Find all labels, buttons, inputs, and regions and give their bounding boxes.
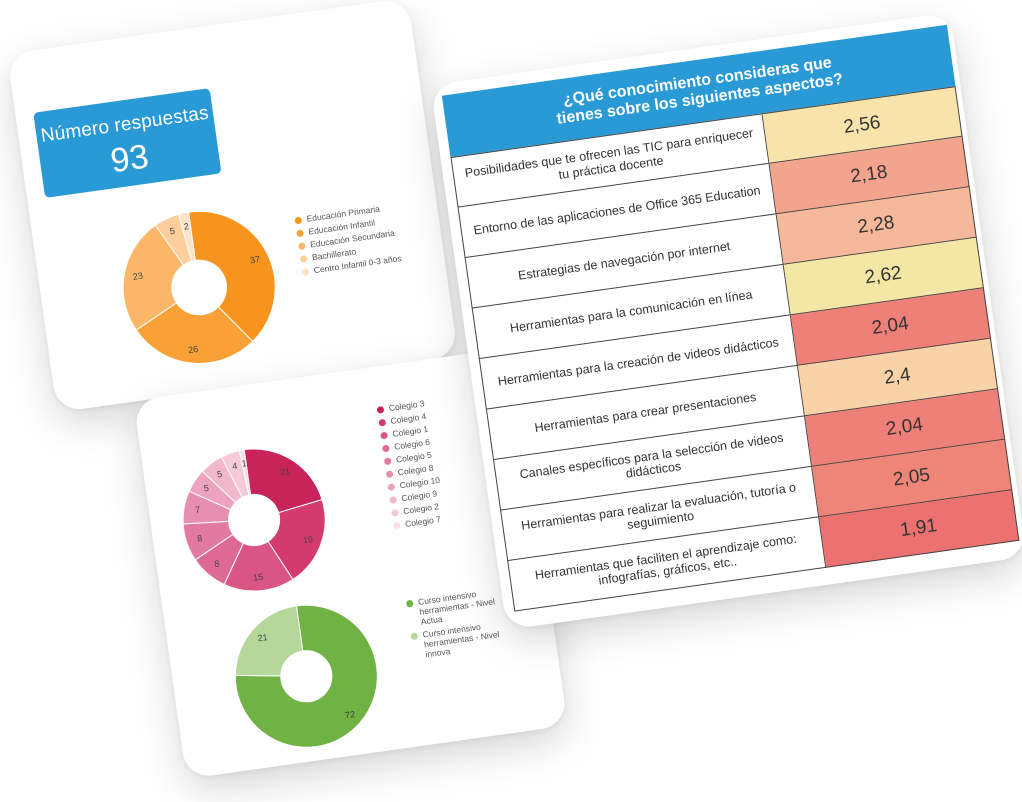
legend-swatch [380, 431, 388, 440]
slice-value-label: 5 [216, 469, 222, 480]
slice-value-label: 5 [169, 226, 175, 237]
slice-value-label: 23 [132, 271, 143, 282]
legend-swatch [390, 508, 399, 517]
legend-swatch [376, 405, 385, 414]
slice-value-label: 21 [257, 632, 268, 643]
responses-card: Número respuestas 93 37 26 23 5 2 Educación … [6, 0, 459, 413]
slice-curso-intensivo-herramientas-nivel-innova [234, 605, 304, 677]
slice-value-label: 21 [279, 466, 290, 477]
legend-swatch [405, 599, 414, 608]
legend-swatch [301, 267, 310, 276]
schools-legend: Colegio 3 Colegio 4 Colegio 1 Colegio 6 Cole… [376, 398, 446, 534]
legend-swatch [381, 444, 390, 452]
slice-value-label: 8 [214, 558, 220, 569]
slice-value-label: 26 [187, 344, 198, 355]
slice-colegio-7 [238, 449, 252, 496]
slice-value-label: 72 [344, 709, 355, 720]
legend-swatch [299, 254, 308, 263]
courses-donut-chart: 72 21 [234, 604, 378, 748]
level-legend: Educación Primaria Educación Infantil Educ… [294, 202, 402, 280]
slice-centro-infantil-0-3-a-os [177, 211, 196, 262]
slice-value-label: 8 [197, 533, 203, 544]
slice-educaci-n-secundaria [122, 224, 185, 331]
level-donut-chart: 37 26 23 5 2 [122, 211, 276, 364]
slice-value-label: 37 [249, 254, 260, 265]
legend-swatch [294, 216, 303, 224]
legend-swatch [297, 241, 306, 250]
legend-swatch [385, 469, 394, 478]
schools-card: 21 19 15 8 8 7 5 5 4 1 Colegio 3 Colegio 4 Colegio … [133, 347, 568, 779]
slice-colegio-4 [267, 498, 326, 581]
slice-educaci-n-primaria [188, 211, 276, 343]
slice-educaci-n-infantil [135, 302, 254, 364]
slice-value-label: 4 [232, 461, 238, 472]
legend-swatch [387, 482, 396, 491]
legend-swatch [378, 418, 387, 427]
legend-swatch [392, 521, 401, 530]
knowledge-table: ¿Qué conocimiento consideras que tienes … [430, 12, 1022, 630]
slice-value-label: 2 [183, 221, 189, 232]
legend-label: Colegio 7 [404, 514, 442, 529]
slice-value-label: 19 [302, 534, 313, 545]
legend-swatch [383, 456, 392, 465]
legend-swatch [389, 495, 398, 504]
slice-curso-intensivo-herramientas-nivel-actua [234, 604, 378, 748]
slice-value-label: 5 [203, 483, 209, 494]
slice-value-label: 1 [241, 458, 247, 469]
legend-swatch [410, 632, 419, 641]
slice-colegio-3 [243, 448, 323, 514]
responses-box: Número respuestas 93 [33, 88, 222, 198]
slice-value-label: 15 [253, 572, 264, 583]
knowledge-table-card: ¿Qué conocimiento consideras que tienes … [430, 12, 1022, 630]
legend-swatch [296, 228, 304, 237]
slice-value-label: 7 [194, 504, 200, 515]
